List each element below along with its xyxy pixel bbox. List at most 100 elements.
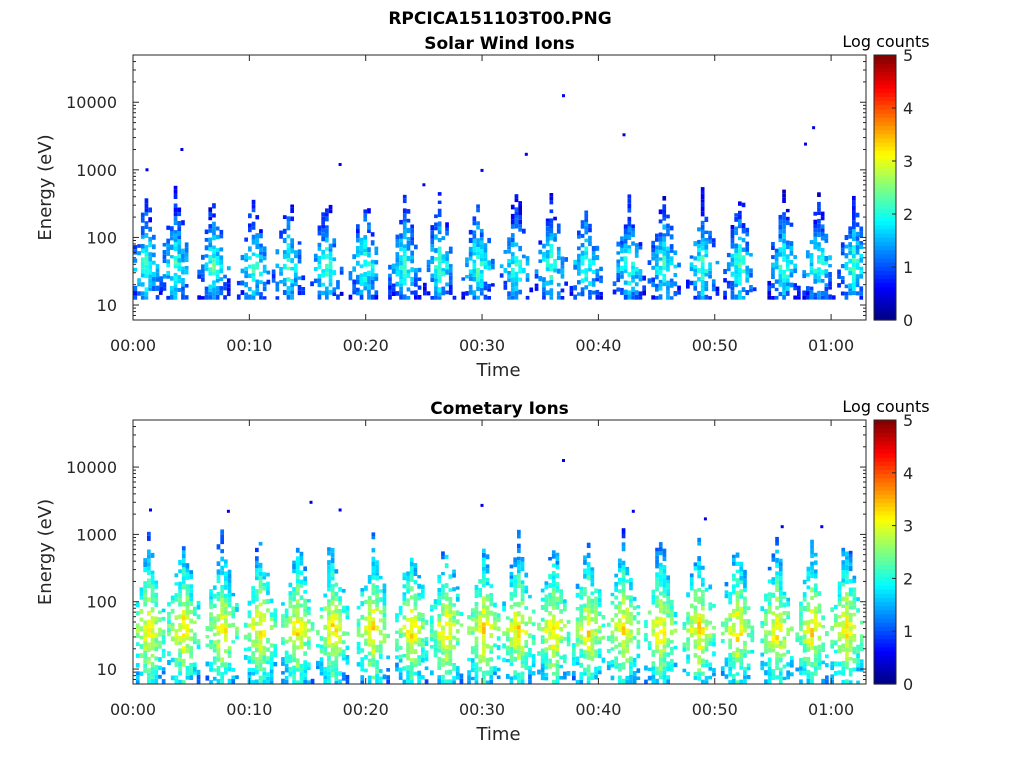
heatmap-cell — [321, 237, 325, 242]
heatmap-cell — [764, 648, 768, 654]
heatmap-cell — [430, 604, 434, 609]
heatmap-cell — [266, 637, 270, 644]
heatmap-cell — [623, 294, 628, 300]
colorbar-segment — [874, 514, 896, 520]
heatmap-cell — [465, 257, 469, 263]
heatmap-cell — [328, 282, 333, 287]
heatmap-cell — [140, 248, 145, 253]
heatmap-cell — [658, 546, 663, 551]
heatmap-cell — [778, 247, 783, 253]
heatmap-cell — [444, 604, 449, 609]
heatmap-cell — [739, 561, 744, 567]
heatmap-cell — [621, 546, 626, 552]
heatmap-cell — [553, 216, 557, 221]
heatmap-cell — [476, 247, 480, 252]
heatmap-cell — [154, 632, 159, 638]
heatmap-cell — [448, 588, 453, 592]
heatmap-cell — [852, 210, 856, 216]
heatmap-cell — [212, 287, 216, 293]
heatmap-cell — [638, 246, 643, 250]
colorbar-segment — [874, 291, 896, 296]
heatmap-cell — [701, 671, 705, 676]
heatmap-cell — [338, 640, 342, 644]
heatmap-cell — [148, 252, 152, 257]
heatmap-cell — [437, 265, 442, 270]
heatmap-cell — [855, 283, 860, 288]
heatmap-cell — [555, 552, 560, 557]
heatmap-cell — [697, 637, 701, 642]
heatmap-cell — [746, 606, 751, 611]
heatmap-cell — [514, 207, 519, 212]
colorbar-tick-label: 5 — [903, 411, 913, 430]
heatmap-cell — [220, 680, 224, 684]
heatmap-cell — [181, 546, 186, 551]
heatmap-cell — [441, 658, 445, 663]
heatmap-cell — [837, 632, 842, 637]
x-tick-label: 00:40 — [575, 336, 621, 355]
heatmap-cell — [402, 600, 407, 606]
heatmap-cell — [738, 214, 742, 220]
heatmap-cell — [297, 285, 302, 291]
heatmap-cell — [215, 248, 220, 252]
heatmap-cell — [147, 676, 151, 681]
heatmap-cell — [704, 587, 709, 592]
heatmap-cell — [295, 578, 300, 584]
heatmap-cell — [726, 280, 731, 285]
heatmap-cell — [723, 295, 727, 300]
heatmap-cell — [655, 266, 659, 270]
heatmap-cell — [317, 247, 322, 251]
heatmap-cell — [189, 618, 193, 624]
heatmap-cell — [185, 623, 190, 628]
heatmap-cell — [395, 271, 400, 277]
heatmap-cell — [409, 624, 414, 630]
heatmap-cell — [673, 662, 678, 668]
heatmap-cell — [323, 646, 328, 652]
heatmap-cell — [255, 660, 259, 665]
heatmap-cell — [793, 286, 797, 291]
heatmap-cell — [144, 233, 149, 238]
heatmap-cell — [513, 656, 517, 662]
heatmap-cell — [586, 650, 591, 655]
colorbar-segment — [874, 655, 896, 660]
heatmap-cell — [219, 268, 224, 274]
heatmap-cell — [785, 208, 790, 213]
heatmap-cell — [767, 285, 772, 291]
heatmap-cell — [662, 626, 667, 632]
heatmap-cell — [482, 566, 486, 571]
heatmap-cell — [586, 680, 591, 684]
heatmap-cell — [399, 247, 403, 252]
heatmap-cell — [212, 267, 216, 272]
heatmap-cell — [181, 601, 186, 607]
heatmap-cell — [448, 640, 453, 646]
heatmap-cell — [583, 640, 587, 646]
heatmap-cell — [597, 597, 602, 603]
heatmap-cell — [775, 640, 779, 645]
heatmap-cell — [708, 274, 712, 279]
heatmap-cell — [518, 259, 522, 265]
heatmap-cell — [224, 627, 228, 634]
heatmap-cell — [517, 649, 521, 655]
heatmap-cell — [828, 281, 832, 287]
heatmap-cell — [330, 652, 335, 657]
heatmap-cell — [177, 279, 182, 284]
heatmap-cell — [509, 578, 514, 583]
heatmap-cell — [799, 621, 803, 626]
heatmap-cell — [173, 216, 178, 222]
heatmap-cell — [177, 226, 182, 231]
heatmap-cell — [625, 607, 630, 612]
heatmap-cell — [266, 599, 270, 604]
heatmap-cell — [644, 679, 648, 684]
heatmap-cell — [445, 256, 449, 261]
outlier-point — [622, 133, 626, 137]
heatmap-cell — [414, 244, 418, 250]
heatmap-cell — [538, 249, 543, 255]
heatmap-cell — [303, 629, 307, 634]
heatmap-cell — [734, 243, 738, 249]
heatmap-cell — [209, 599, 213, 605]
heatmap-cell — [662, 593, 667, 598]
heatmap-cell — [216, 614, 221, 618]
heatmap-cell — [421, 642, 425, 648]
heatmap-cell — [166, 243, 170, 247]
heatmap-cell — [790, 664, 794, 668]
heatmap-cell — [299, 635, 304, 641]
